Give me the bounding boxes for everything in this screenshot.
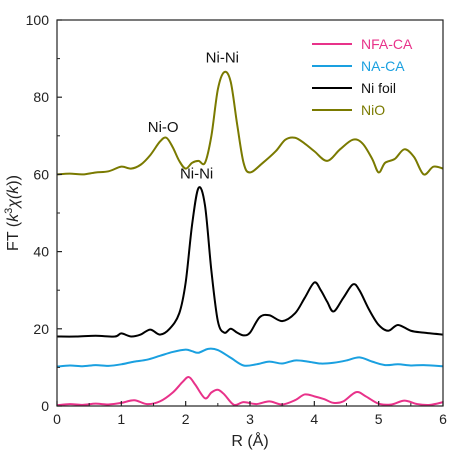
peak-annotation: Ni-Ni [180, 165, 213, 182]
annotation-layer: Ni-Ni Ni-O Ni-Ni [148, 49, 239, 182]
y-tick-label: 80 [33, 89, 49, 105]
y-tick-label: 40 [33, 244, 49, 260]
legend-label: NiO [361, 102, 385, 118]
series-layer [56, 70, 444, 407]
x-axis-title: R (Å) [231, 431, 268, 450]
legend-label: NFA-CA [361, 36, 413, 52]
legend-label: NA-CA [361, 58, 405, 74]
x-tick-label: 2 [182, 411, 190, 427]
y-tick-label: 60 [33, 166, 49, 182]
x-tick-label: 5 [375, 411, 383, 427]
series-line-ni-foil [56, 186, 444, 338]
y-tick-label: 20 [33, 321, 49, 337]
y-axis-title: FT (k3χ(k)) [3, 175, 22, 251]
series-line-nio [56, 70, 444, 176]
plot-frame [56, 19, 444, 407]
y-tick-label: 0 [41, 398, 49, 414]
x-tick-label: 4 [310, 411, 318, 427]
x-tick-label: 0 [53, 411, 61, 427]
peak-annotation: Ni-O [148, 119, 179, 136]
x-tick-label: 1 [117, 411, 125, 427]
series-line-nfa-ca [56, 376, 444, 407]
legend-label: Ni foil [361, 80, 396, 96]
y-tick-label: 100 [26, 12, 50, 28]
series-line-na-ca [56, 347, 444, 368]
peak-annotation: Ni-Ni [206, 49, 239, 66]
legend: NFA-CA NA-CA Ni foil NiO [312, 36, 413, 118]
x-tick-label: 6 [439, 411, 447, 427]
x-tick-label: 3 [246, 411, 254, 427]
